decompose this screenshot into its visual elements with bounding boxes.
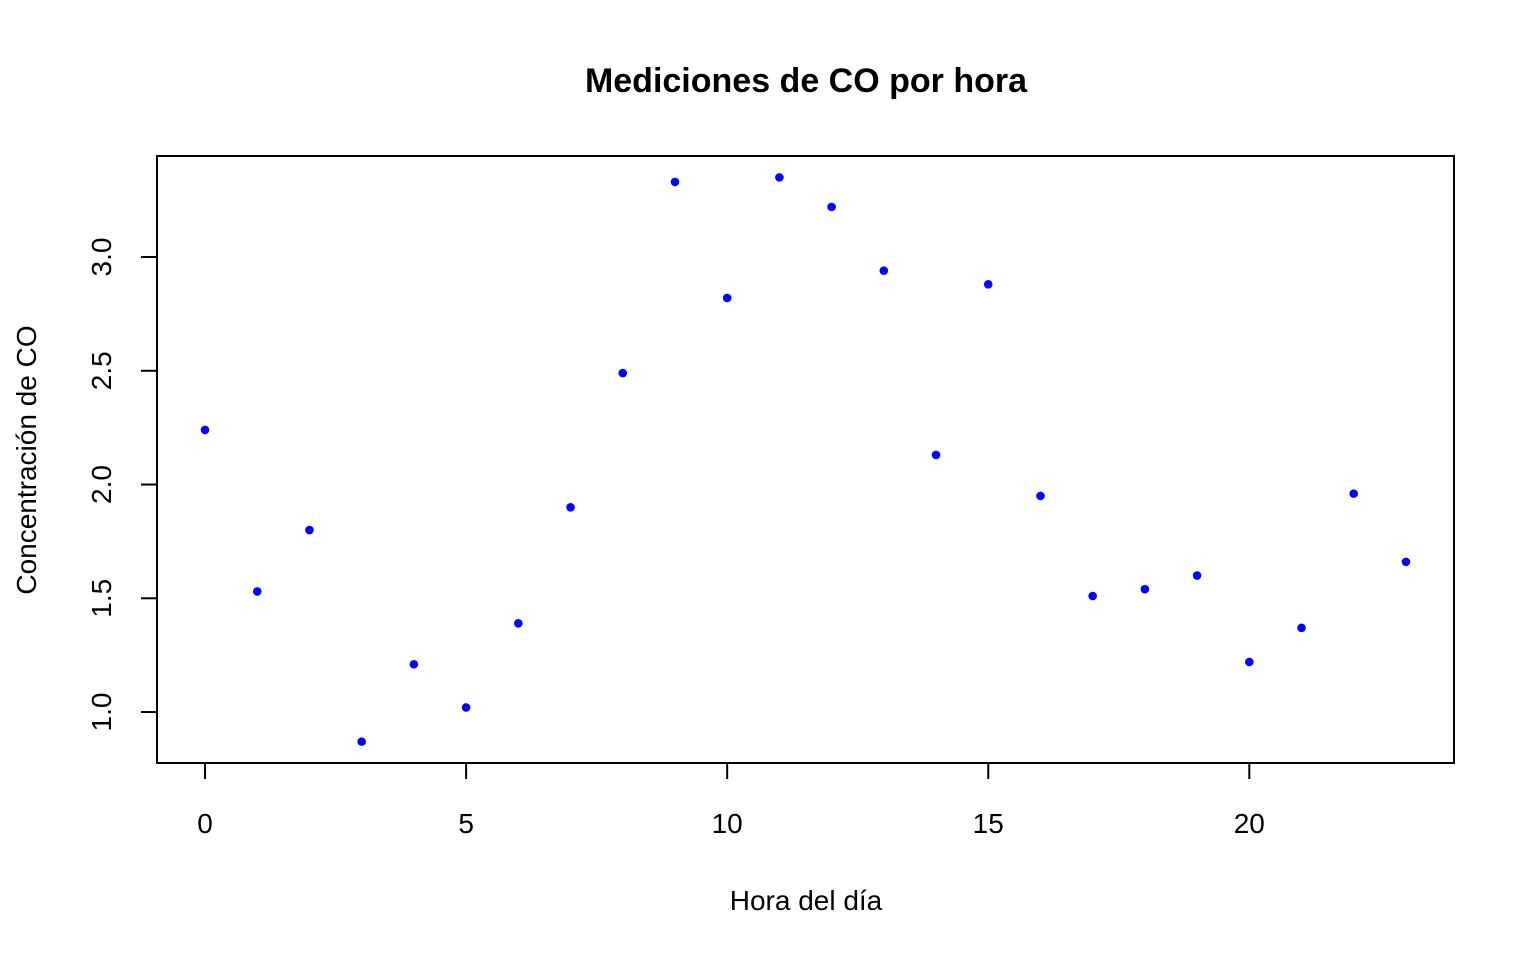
data-point: [566, 502, 575, 512]
y-axis-label: Concentración de CO: [11, 325, 42, 594]
data-point: [618, 368, 628, 378]
plot-frame: [156, 155, 1455, 764]
data-point: [200, 425, 210, 435]
data-point: [252, 587, 262, 596]
x-tick-label: 10: [712, 808, 743, 839]
x-tick-label: 0: [197, 808, 213, 839]
data-point: [461, 703, 471, 712]
x-axis-label: Hora del día: [730, 885, 883, 916]
y-tick-label: 1.5: [86, 579, 117, 618]
x-axis: 0 5 10 15 20: [197, 762, 1265, 839]
data-point: [1088, 591, 1097, 601]
y-tick-label: 2.5: [86, 351, 117, 390]
y-axis: 1.0 1.5 2.0 2.5 3.0: [86, 238, 158, 732]
data-point: [1401, 557, 1411, 567]
x-tick-label: 20: [1234, 808, 1265, 839]
data-points: [200, 173, 1411, 746]
data-point: [931, 450, 941, 460]
data-point: [827, 202, 836, 212]
data-point: [775, 173, 784, 182]
data-point: [879, 266, 889, 275]
data-point: [1192, 571, 1202, 580]
data-point: [1297, 623, 1306, 633]
x-tick-label: 15: [973, 808, 1004, 839]
data-point: [1036, 491, 1045, 501]
data-point: [1245, 657, 1254, 667]
chart-title: Mediciones de CO por hora: [585, 62, 1028, 100]
data-point: [409, 659, 419, 669]
data-point: [1349, 489, 1359, 498]
x-tick-label: 5: [458, 808, 474, 839]
data-point: [305, 525, 314, 535]
data-point: [722, 293, 732, 303]
data-point: [983, 280, 993, 289]
data-point: [514, 619, 523, 628]
y-tick-label: 1.0: [86, 693, 117, 732]
y-tick-label: 3.0: [86, 238, 117, 277]
data-point: [670, 177, 680, 187]
data-point: [357, 737, 366, 746]
y-tick-label: 2.0: [86, 465, 117, 504]
data-point: [1140, 584, 1150, 594]
